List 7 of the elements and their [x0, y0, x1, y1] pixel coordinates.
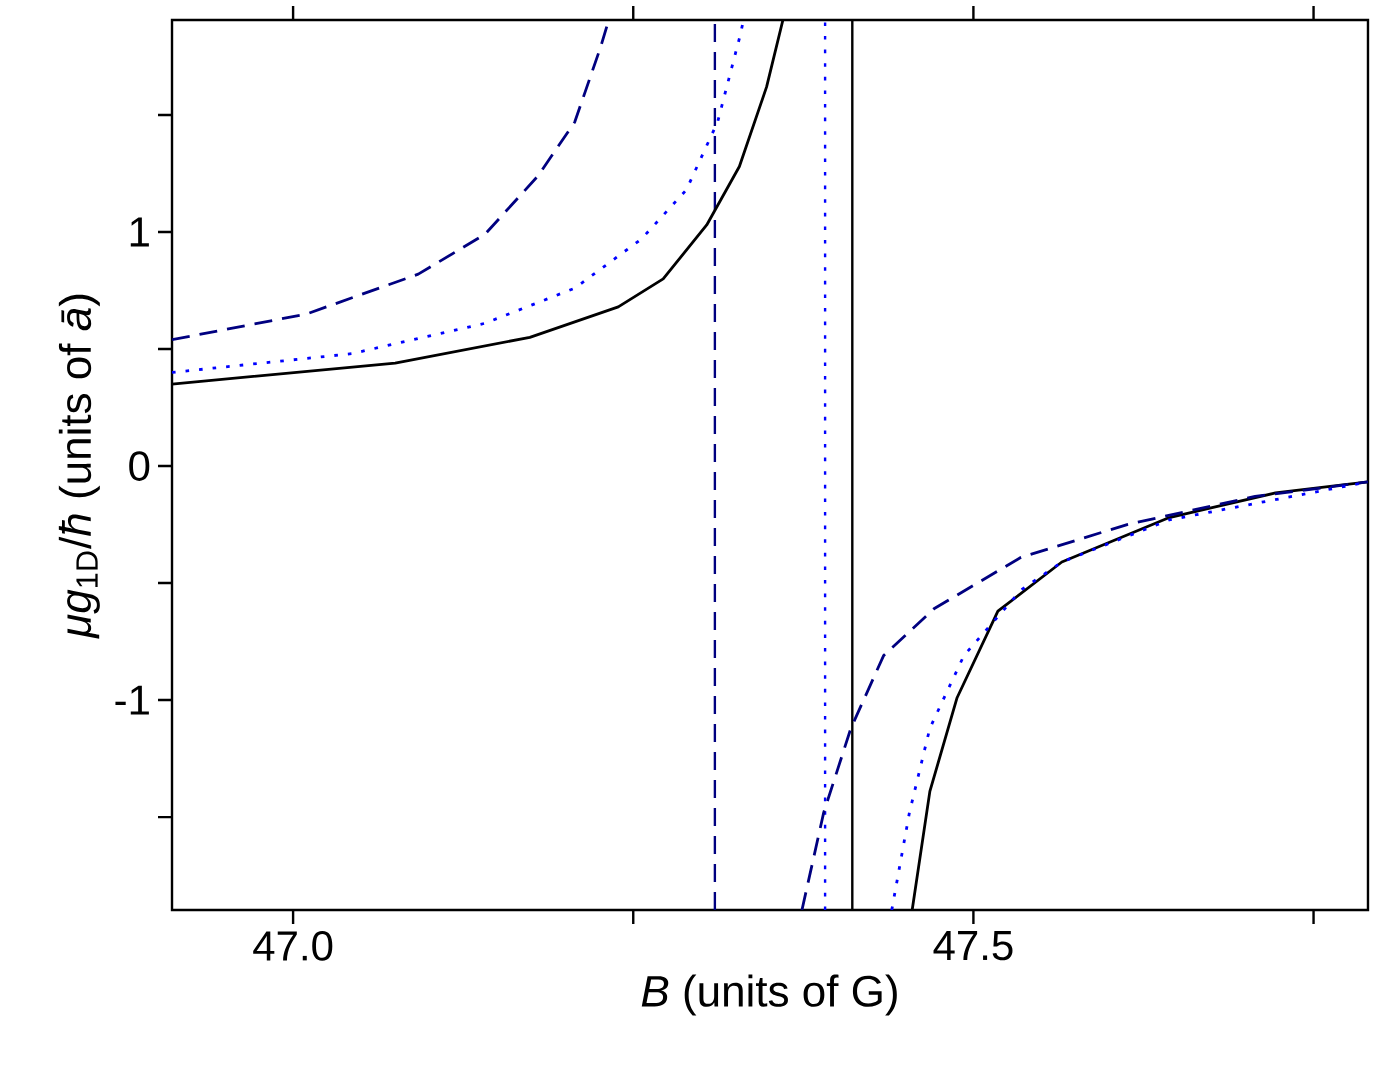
y-tick-label: 1 [130, 217, 149, 247]
x-tick-label: 47.5 [933, 931, 1013, 961]
y-axis-title: μg$_{1D}$/ħ (units of ā) [58, 294, 100, 639]
y-tick-label: 0 [129, 451, 150, 481]
x-axis-title: B (units of G) [641, 974, 897, 1016]
x-tick-label: 47.0 [253, 931, 333, 961]
y-tick-label: -1 [115, 685, 149, 715]
